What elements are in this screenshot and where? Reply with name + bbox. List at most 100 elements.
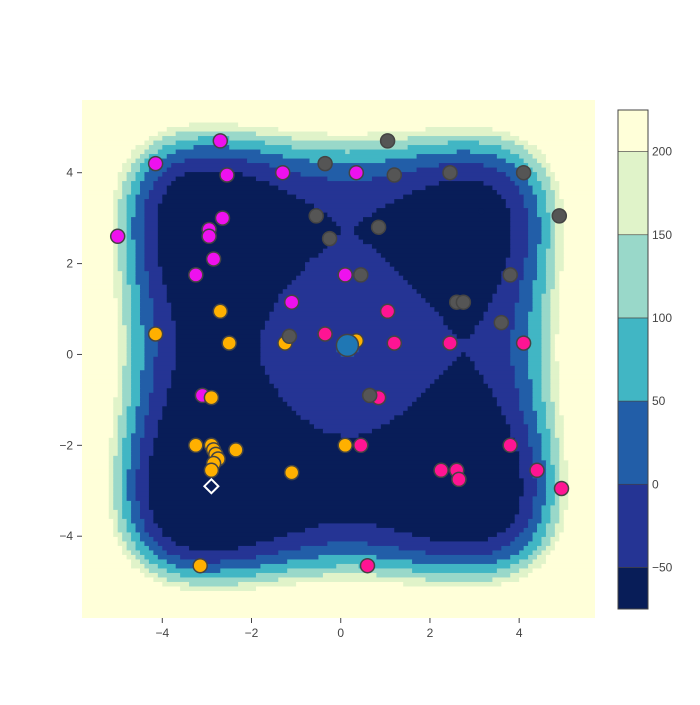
contour-cell (135, 424, 146, 430)
scatter-point[interactable] (515, 164, 532, 181)
contour-cell (269, 379, 436, 385)
scatter-point[interactable] (551, 208, 568, 224)
scatter-point[interactable] (203, 389, 220, 406)
scatter-point[interactable] (553, 480, 570, 497)
scatter-point[interactable] (370, 219, 387, 235)
scatter-point[interactable] (192, 557, 208, 574)
contour-cell (82, 298, 119, 304)
contour-cell (113, 523, 119, 529)
scatter-point[interactable] (188, 437, 204, 454)
contour-cell (313, 424, 382, 430)
contour-cell (122, 316, 132, 322)
contour-cell (336, 221, 360, 227)
scatter-point[interactable] (379, 133, 396, 149)
contour-cell (148, 392, 168, 398)
scatter-point[interactable] (274, 164, 291, 181)
scatter-point[interactable] (201, 228, 217, 245)
scatter-point[interactable] (455, 294, 472, 310)
scatter-point[interactable] (502, 267, 518, 283)
scatter-point[interactable] (283, 294, 300, 310)
scatter-point[interactable] (359, 557, 376, 574)
scatter-point[interactable] (386, 167, 403, 183)
scatter-point[interactable] (188, 267, 204, 283)
contour-cell (510, 554, 529, 561)
contour-cell (559, 455, 565, 461)
contour-cell (358, 347, 511, 353)
scatter-point[interactable] (442, 164, 458, 181)
contour-cell (563, 244, 595, 250)
contour-cell (108, 509, 119, 515)
scatter-point[interactable] (493, 314, 510, 331)
scatter-point[interactable] (433, 462, 449, 479)
contour-cell (322, 428, 373, 434)
contour-cell (358, 221, 511, 227)
contour-cell (153, 388, 168, 394)
contour-cell (139, 284, 150, 290)
scatter-point[interactable] (337, 437, 353, 454)
scatter-point[interactable] (214, 210, 231, 226)
contour-cell (519, 280, 534, 286)
contour-cell (82, 608, 595, 615)
contour-cell (144, 176, 159, 182)
contour-cell (108, 464, 114, 470)
scatter-point[interactable] (379, 303, 396, 320)
contour-cell (153, 577, 168, 583)
scatter-point[interactable] (283, 464, 300, 481)
contour-cell (514, 316, 529, 322)
scatter-point[interactable] (109, 228, 126, 245)
scatter-point[interactable] (205, 251, 222, 267)
contour-cell (238, 122, 595, 128)
contour-cell (131, 397, 141, 403)
contour-cell (117, 181, 123, 187)
scatter-point[interactable] (321, 230, 338, 247)
scatter-point[interactable] (308, 208, 324, 224)
scatter-point[interactable] (221, 335, 237, 351)
scatter-point[interactable] (353, 267, 369, 283)
contour-cell (438, 311, 485, 317)
scatter-point[interactable] (361, 387, 378, 404)
scatter-point[interactable] (212, 303, 229, 320)
scatter-point[interactable] (203, 462, 220, 479)
scatter-point[interactable] (317, 326, 333, 342)
scatter-point[interactable] (147, 155, 164, 172)
scatter-point[interactable] (281, 328, 298, 345)
contour-cell (113, 487, 123, 493)
contour-cell (126, 212, 137, 218)
contour-cell (554, 496, 560, 502)
scatter-point[interactable] (317, 155, 333, 172)
contour-cell (131, 289, 141, 295)
contour-cell (126, 253, 137, 259)
contour-cell (532, 185, 543, 191)
scatter-point[interactable] (502, 437, 518, 454)
contour-cell (144, 541, 159, 547)
target-point[interactable] (202, 477, 220, 495)
contour-cell (550, 302, 560, 308)
contour-cell (113, 460, 123, 466)
scatter-point[interactable] (386, 335, 403, 351)
scatter-point[interactable] (219, 167, 235, 183)
contour-cell (135, 428, 146, 434)
contour-cell (563, 226, 595, 232)
contour-cell (135, 239, 146, 245)
scatter-point[interactable] (337, 267, 353, 283)
scatter-point[interactable] (228, 442, 244, 458)
contour-cell (153, 329, 177, 335)
scatter-point[interactable] (348, 164, 365, 181)
scatter-point[interactable] (529, 462, 545, 479)
current-point[interactable] (335, 333, 360, 358)
contour-cell (559, 302, 595, 308)
contour-cell (82, 410, 114, 416)
contour-cell (528, 244, 538, 250)
contour-cell (135, 176, 146, 182)
contour-cell (537, 145, 595, 151)
contour-cell (559, 406, 595, 412)
scatter-point[interactable] (451, 471, 467, 488)
contour-cell (510, 433, 529, 439)
scatter-point[interactable] (147, 326, 164, 342)
contour-cell (126, 325, 132, 331)
scatter-point[interactable] (442, 335, 458, 351)
scatter-point[interactable] (212, 133, 229, 149)
scatter-point[interactable] (353, 437, 369, 454)
contour-cell (82, 280, 114, 286)
scatter-point[interactable] (515, 335, 532, 351)
